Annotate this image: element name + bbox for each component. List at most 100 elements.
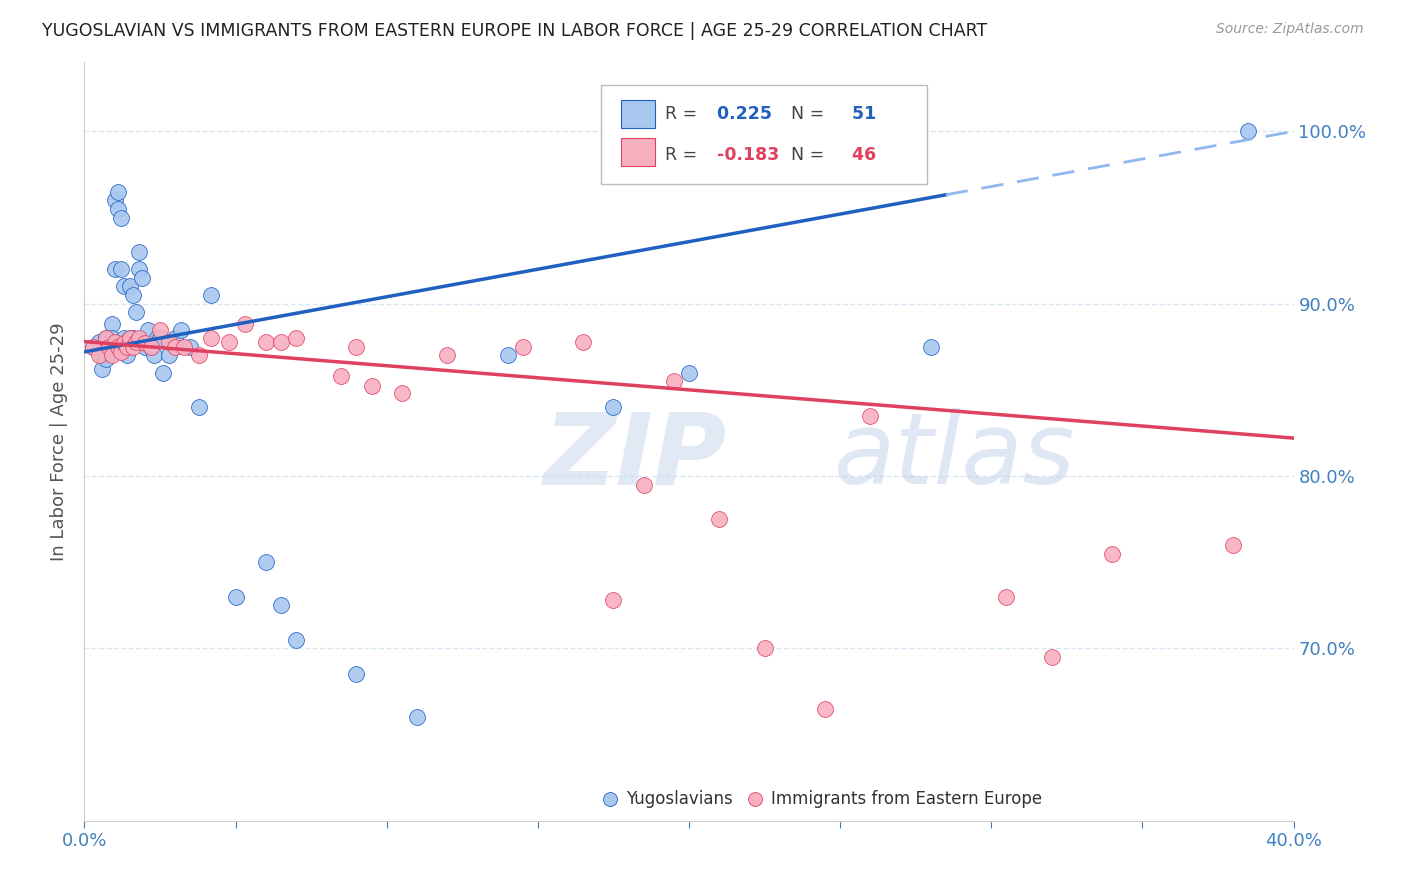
Point	[1237, 124, 1260, 138]
Text: YUGOSLAVIAN VS IMMIGRANTS FROM EASTERN EUROPE IN LABOR FORCE | AGE 25-29 CORRELA: YUGOSLAVIAN VS IMMIGRANTS FROM EASTERN E…	[42, 22, 987, 40]
Point	[157, 348, 180, 362]
Text: R =: R =	[665, 105, 697, 123]
Point	[188, 400, 211, 414]
Point	[94, 331, 117, 345]
Point	[146, 331, 169, 345]
Point	[254, 334, 277, 349]
Point	[754, 641, 776, 656]
Point	[1040, 649, 1063, 664]
Point	[112, 336, 135, 351]
Point	[82, 340, 104, 354]
Point	[89, 348, 111, 362]
Point	[128, 262, 150, 277]
Point	[97, 340, 120, 354]
Text: N =: N =	[780, 146, 824, 164]
Point	[142, 348, 165, 362]
Point	[152, 366, 174, 380]
Point	[270, 599, 292, 613]
Point	[136, 322, 159, 336]
Point	[496, 348, 519, 362]
Point	[602, 400, 624, 414]
Point	[173, 340, 195, 354]
Point	[91, 348, 114, 362]
Point	[94, 331, 117, 345]
Point	[512, 340, 534, 354]
Text: ZIP: ZIP	[544, 409, 727, 505]
Point	[633, 477, 655, 491]
FancyBboxPatch shape	[621, 137, 655, 166]
Text: 51: 51	[841, 105, 876, 123]
Point	[89, 334, 111, 349]
Point	[225, 590, 247, 604]
Point	[995, 590, 1018, 604]
Point	[82, 340, 104, 354]
Text: Yugoslavians: Yugoslavians	[626, 790, 733, 808]
Point	[285, 632, 308, 647]
Point	[218, 334, 240, 349]
Point	[91, 362, 114, 376]
FancyBboxPatch shape	[600, 85, 927, 184]
Point	[165, 340, 187, 354]
Point	[709, 512, 731, 526]
Y-axis label: In Labor Force | Age 25-29: In Labor Force | Age 25-29	[51, 322, 69, 561]
Point	[110, 345, 132, 359]
Point	[859, 409, 882, 423]
Point	[100, 318, 122, 332]
Point	[115, 340, 138, 354]
Point	[97, 340, 120, 354]
Point	[131, 270, 153, 285]
Point	[118, 331, 141, 345]
Text: Source: ZipAtlas.com: Source: ZipAtlas.com	[1216, 22, 1364, 37]
Text: 46: 46	[841, 146, 876, 164]
Point	[678, 366, 700, 380]
Point	[110, 211, 132, 225]
Point	[118, 331, 141, 345]
Point	[107, 202, 129, 216]
Point	[233, 318, 256, 332]
Point	[157, 334, 180, 349]
Point	[104, 194, 127, 208]
Text: 0.225: 0.225	[710, 105, 772, 123]
Point	[112, 331, 135, 345]
Point	[1101, 547, 1123, 561]
Text: atlas: atlas	[834, 409, 1076, 505]
Point	[121, 288, 143, 302]
Point	[125, 334, 148, 349]
Point	[270, 334, 292, 349]
Point	[134, 336, 156, 351]
Point	[330, 369, 353, 384]
Point	[814, 701, 837, 715]
Point	[139, 340, 162, 354]
Point	[1222, 538, 1244, 552]
Point	[121, 331, 143, 345]
Point	[285, 331, 308, 345]
Point	[436, 348, 458, 362]
Point	[170, 322, 193, 336]
Point	[346, 340, 368, 354]
Text: R =: R =	[665, 146, 697, 164]
Point	[94, 351, 117, 366]
Text: N =: N =	[780, 105, 824, 123]
Point	[115, 340, 138, 354]
Point	[179, 340, 201, 354]
Text: -0.183: -0.183	[710, 146, 779, 164]
Point	[572, 334, 595, 349]
Point	[118, 279, 141, 293]
Point	[920, 340, 942, 354]
Point	[149, 322, 172, 336]
Point	[125, 305, 148, 319]
Point	[100, 331, 122, 345]
Point	[662, 374, 685, 388]
Point	[200, 288, 222, 302]
Point	[165, 331, 187, 345]
Point	[406, 710, 429, 724]
Point	[360, 379, 382, 393]
Point	[112, 279, 135, 293]
Point	[104, 334, 127, 349]
Point	[254, 555, 277, 569]
Point	[602, 593, 624, 607]
Point	[107, 185, 129, 199]
Point	[188, 348, 211, 362]
Point	[121, 340, 143, 354]
Point	[139, 340, 162, 354]
